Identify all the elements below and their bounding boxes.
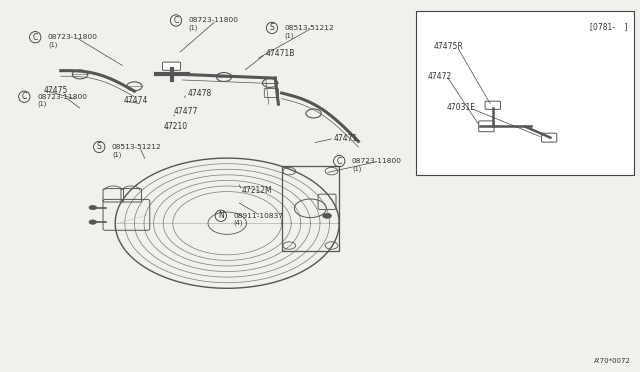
Circle shape <box>216 73 232 81</box>
Circle shape <box>89 220 97 224</box>
Text: 47475: 47475 <box>44 86 68 94</box>
Text: (1): (1) <box>285 32 294 39</box>
FancyBboxPatch shape <box>163 62 180 70</box>
Text: S: S <box>269 23 275 32</box>
Text: 47478: 47478 <box>188 89 212 98</box>
Text: 08513-51212: 08513-51212 <box>285 25 335 31</box>
Text: 47471B: 47471B <box>266 49 295 58</box>
Circle shape <box>127 82 142 91</box>
Text: C: C <box>33 33 38 42</box>
Text: (4): (4) <box>234 220 243 227</box>
Bar <box>416 11 634 175</box>
Text: 08513-51212: 08513-51212 <box>112 144 162 150</box>
Text: 08723-11800: 08723-11800 <box>189 17 239 23</box>
Text: [0781-    ]: [0781- ] <box>589 22 627 31</box>
Text: C: C <box>173 16 179 25</box>
Text: (1): (1) <box>189 25 198 31</box>
Text: (1): (1) <box>37 101 47 108</box>
Circle shape <box>323 213 332 218</box>
Text: (1): (1) <box>48 41 58 48</box>
Text: A'70*0072: A'70*0072 <box>593 358 630 364</box>
Text: 47212M: 47212M <box>242 186 273 195</box>
Text: C: C <box>337 157 342 166</box>
Text: 08723-11800: 08723-11800 <box>37 94 87 100</box>
Text: 08723-11800: 08723-11800 <box>48 34 98 40</box>
Text: (1): (1) <box>112 151 122 158</box>
Circle shape <box>72 70 88 79</box>
Text: 08911-10837: 08911-10837 <box>234 213 284 219</box>
Circle shape <box>89 205 97 210</box>
Text: S: S <box>97 142 102 151</box>
Circle shape <box>306 109 321 118</box>
Text: (1): (1) <box>352 165 362 172</box>
Text: 47472: 47472 <box>428 72 452 81</box>
Text: 47210: 47210 <box>163 122 188 131</box>
Text: C: C <box>22 92 27 101</box>
Text: N: N <box>218 211 223 220</box>
Text: 47474: 47474 <box>124 96 148 105</box>
Text: 47471: 47471 <box>334 134 358 143</box>
Circle shape <box>262 78 278 87</box>
Text: 47477: 47477 <box>174 107 198 116</box>
Text: 08723-11800: 08723-11800 <box>352 158 402 164</box>
Text: 47031E: 47031E <box>447 103 476 112</box>
Bar <box>282 166 339 251</box>
Text: 47475R: 47475R <box>434 42 463 51</box>
